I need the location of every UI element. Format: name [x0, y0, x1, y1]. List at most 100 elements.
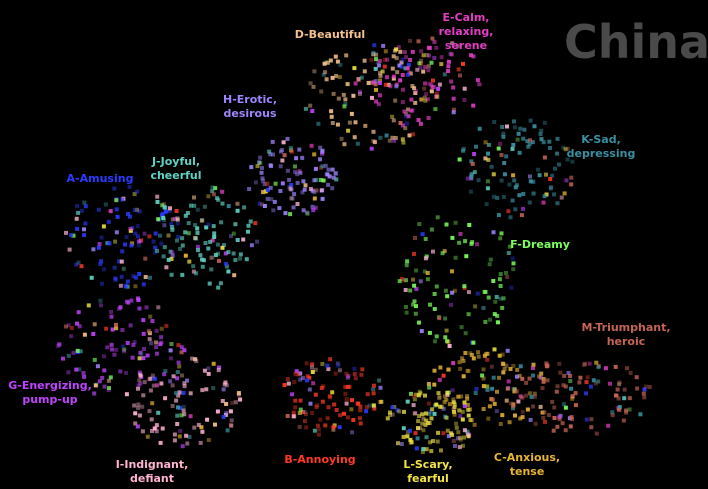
point — [246, 223, 251, 228]
point — [557, 162, 562, 167]
point — [412, 397, 417, 402]
point — [434, 284, 439, 289]
point — [192, 425, 197, 430]
point — [114, 230, 119, 235]
point — [520, 409, 525, 414]
point — [400, 100, 405, 105]
point — [435, 215, 440, 220]
point — [198, 253, 203, 258]
point — [362, 58, 367, 63]
point — [495, 389, 499, 394]
point — [394, 84, 399, 89]
point — [318, 178, 323, 182]
point — [195, 244, 200, 249]
point — [512, 389, 517, 394]
point — [476, 354, 481, 359]
point — [141, 318, 146, 323]
point — [313, 205, 318, 210]
point — [423, 422, 428, 427]
point — [502, 367, 507, 372]
point — [358, 404, 363, 409]
point — [463, 239, 468, 244]
point — [329, 109, 334, 114]
point — [521, 191, 526, 196]
point — [501, 370, 506, 375]
point — [539, 371, 544, 376]
point — [188, 414, 193, 419]
point — [469, 172, 474, 177]
point — [353, 120, 358, 125]
point — [122, 349, 126, 354]
point — [265, 187, 270, 192]
point — [312, 190, 317, 195]
point — [593, 381, 598, 386]
point — [499, 231, 504, 236]
point — [426, 53, 431, 58]
point — [429, 89, 434, 94]
point — [486, 157, 491, 162]
point — [370, 95, 374, 100]
point — [181, 404, 186, 409]
point — [371, 129, 376, 134]
point — [582, 362, 587, 367]
point — [223, 251, 228, 256]
point — [300, 155, 305, 160]
point — [484, 384, 489, 389]
point — [138, 381, 143, 386]
point — [573, 391, 578, 396]
point — [398, 78, 403, 83]
point — [314, 405, 319, 409]
point — [470, 161, 475, 166]
point — [542, 194, 547, 199]
point — [210, 185, 215, 190]
point — [288, 186, 293, 191]
point — [249, 165, 254, 170]
point — [253, 180, 258, 185]
point — [353, 376, 358, 381]
point — [331, 427, 336, 432]
point — [555, 384, 560, 389]
point — [263, 189, 268, 194]
point — [349, 111, 354, 116]
point — [451, 96, 456, 101]
point — [347, 120, 352, 125]
point — [584, 417, 589, 422]
point — [453, 255, 458, 260]
point — [413, 431, 418, 436]
point — [401, 434, 406, 439]
point — [568, 424, 573, 429]
point — [421, 447, 426, 452]
point — [431, 78, 435, 83]
cluster-label: desirous — [223, 107, 276, 120]
point — [472, 152, 477, 156]
point — [377, 81, 382, 85]
point — [132, 340, 137, 345]
point — [166, 233, 171, 238]
point — [458, 366, 463, 371]
point — [494, 295, 499, 299]
point — [318, 145, 323, 150]
point — [367, 403, 372, 408]
point — [318, 157, 322, 162]
point — [451, 107, 456, 112]
point — [500, 352, 505, 357]
point — [501, 134, 506, 139]
point — [401, 426, 406, 431]
point — [358, 91, 362, 96]
point — [437, 396, 442, 401]
point — [191, 264, 196, 269]
point — [488, 257, 493, 262]
point — [426, 97, 430, 102]
point — [372, 43, 377, 48]
point — [560, 421, 565, 426]
point — [411, 302, 416, 307]
point — [114, 326, 119, 331]
point — [378, 73, 383, 78]
point — [437, 377, 442, 382]
point — [310, 204, 315, 209]
point — [555, 201, 560, 206]
point — [461, 61, 465, 66]
point — [75, 321, 80, 326]
point — [200, 429, 205, 434]
cluster-label: C-Anxious, — [494, 451, 560, 464]
